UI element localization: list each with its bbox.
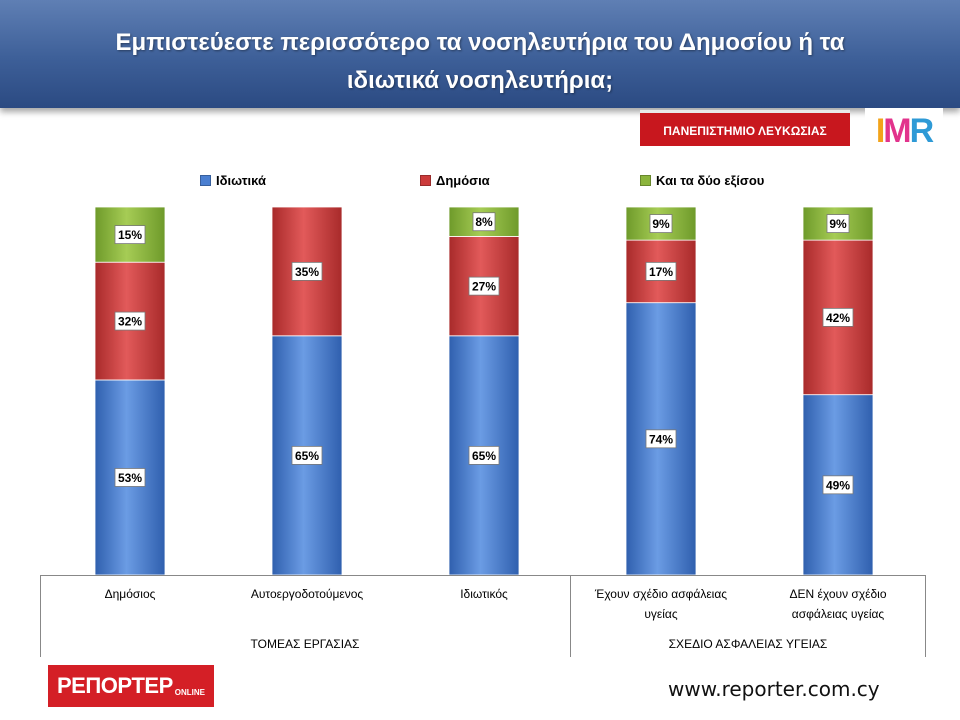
data-label-box (114, 225, 146, 244)
data-label-box (114, 468, 146, 487)
data-label: 74% (649, 432, 673, 446)
category-label: ΔΕΝ έχουν σχέδιο ασφάλειας υγείας (753, 584, 923, 624)
bar-segment (625, 239, 697, 304)
legend-swatch (200, 174, 211, 186)
category-label-line: ΔΕΝ έχουν σχέδιο (789, 587, 887, 601)
university-badge: ΠΑΝΕΠΙΣΤΗΜΙΟ ΛΕΥΚΩΣΙΑΣ (640, 110, 850, 146)
bar-segment (448, 206, 520, 237)
data-label: 32% (118, 315, 142, 329)
data-label-box (649, 214, 673, 233)
group-label: ΣΧΕΔΙΟ ΑΣΦΑΛΕΙΑΣ ΥΓΕΙΑΣ (668, 637, 828, 651)
category-label-line: Έχουν σχέδιο ασφάλειας (594, 587, 728, 601)
category-label-line: Ιδιωτικός (460, 587, 508, 601)
category-label: Ιδιωτικός (399, 584, 569, 604)
data-label: 9% (652, 217, 670, 231)
category-table (40, 575, 926, 657)
category-label-line: Αυτοεργοδοτούμενος (250, 587, 364, 601)
data-label: 17% (649, 265, 673, 279)
data-label-box (822, 308, 854, 327)
legend-label: Ιδιωτικά (216, 172, 266, 188)
category-label: Δημόσιος (45, 584, 215, 604)
data-label-box (291, 445, 323, 465)
data-label: 65% (295, 449, 319, 463)
reporter-logo: ΡΕΠΟΡΤΕΡ ONLINE (48, 665, 214, 707)
svg-text:IMR: IMR (876, 112, 934, 150)
reporter-logo-text: ΡΕΠΟΡΤΕΡ (56, 673, 173, 698)
data-label-box (291, 262, 323, 281)
data-label: 27% (472, 280, 496, 294)
data-label-box (645, 262, 677, 281)
data-label: 53% (118, 471, 142, 485)
category-label: Έχουν σχέδιο ασφάλειας υγείας (576, 584, 746, 624)
data-label-box (468, 276, 500, 296)
legend-item: Και τα δύο εξίσου (640, 170, 764, 190)
data-label: 65% (472, 449, 496, 463)
data-label-box (826, 214, 850, 233)
legend-swatch (420, 174, 431, 186)
data-label-box (114, 311, 146, 331)
title-line-1: Εμπιστεύεστε περισσότερο τα νοσηλευτήρια… (115, 29, 845, 56)
category-label-line: υγείας (644, 607, 678, 621)
category-label-line: Δημόσιος (104, 587, 156, 601)
chart-legend: Ιδιωτικά Δημόσια Και τα δύο εξίσου (0, 170, 960, 190)
category-label: Αυτοεργοδοτούμενος (222, 584, 392, 604)
site-url: www.reporter.com.cy (668, 677, 880, 701)
data-label: 8% (475, 215, 493, 229)
legend-item: Ιδιωτικά (200, 170, 266, 190)
data-label-box (468, 445, 500, 465)
stacked-bar-chart: 53% 32% 15% 65% 35% 65% 27% 8% 74% 17% 9% 49% 42% 9% (94, 206, 874, 576)
page-title: Εμπιστεύεστε περισσότερο τα νοσηλευτήρια… (60, 24, 900, 100)
data-label: 42% (826, 311, 850, 325)
reporter-logo-subtext: ONLINE (174, 688, 206, 697)
data-label-box (645, 429, 677, 449)
group-divider (570, 575, 571, 657)
data-label: 9% (829, 217, 847, 231)
legend-swatch (640, 174, 651, 186)
legend-label: Δημόσια (436, 172, 490, 188)
legend-item: Δημόσια (420, 170, 490, 190)
data-label: 35% (295, 265, 319, 279)
title-banner: Εμπιστεύεστε περισσότερο τα νοσηλευτήρια… (0, 0, 960, 108)
title-line-2: ιδιωτικά νοσηλευτήρια; (346, 67, 614, 94)
legend-label: Και τα δύο εξίσου (656, 172, 765, 188)
group-label: ΤΟΜΕΑΣ ΕΡΓΑΣΙΑΣ (250, 637, 360, 651)
data-label: 49% (826, 478, 850, 492)
imr-logo: IMR (865, 108, 943, 150)
data-label-box (822, 475, 854, 495)
data-label-box (472, 212, 496, 232)
data-label: 15% (118, 228, 142, 242)
category-label-line: ασφάλειας υγείας (791, 607, 885, 621)
